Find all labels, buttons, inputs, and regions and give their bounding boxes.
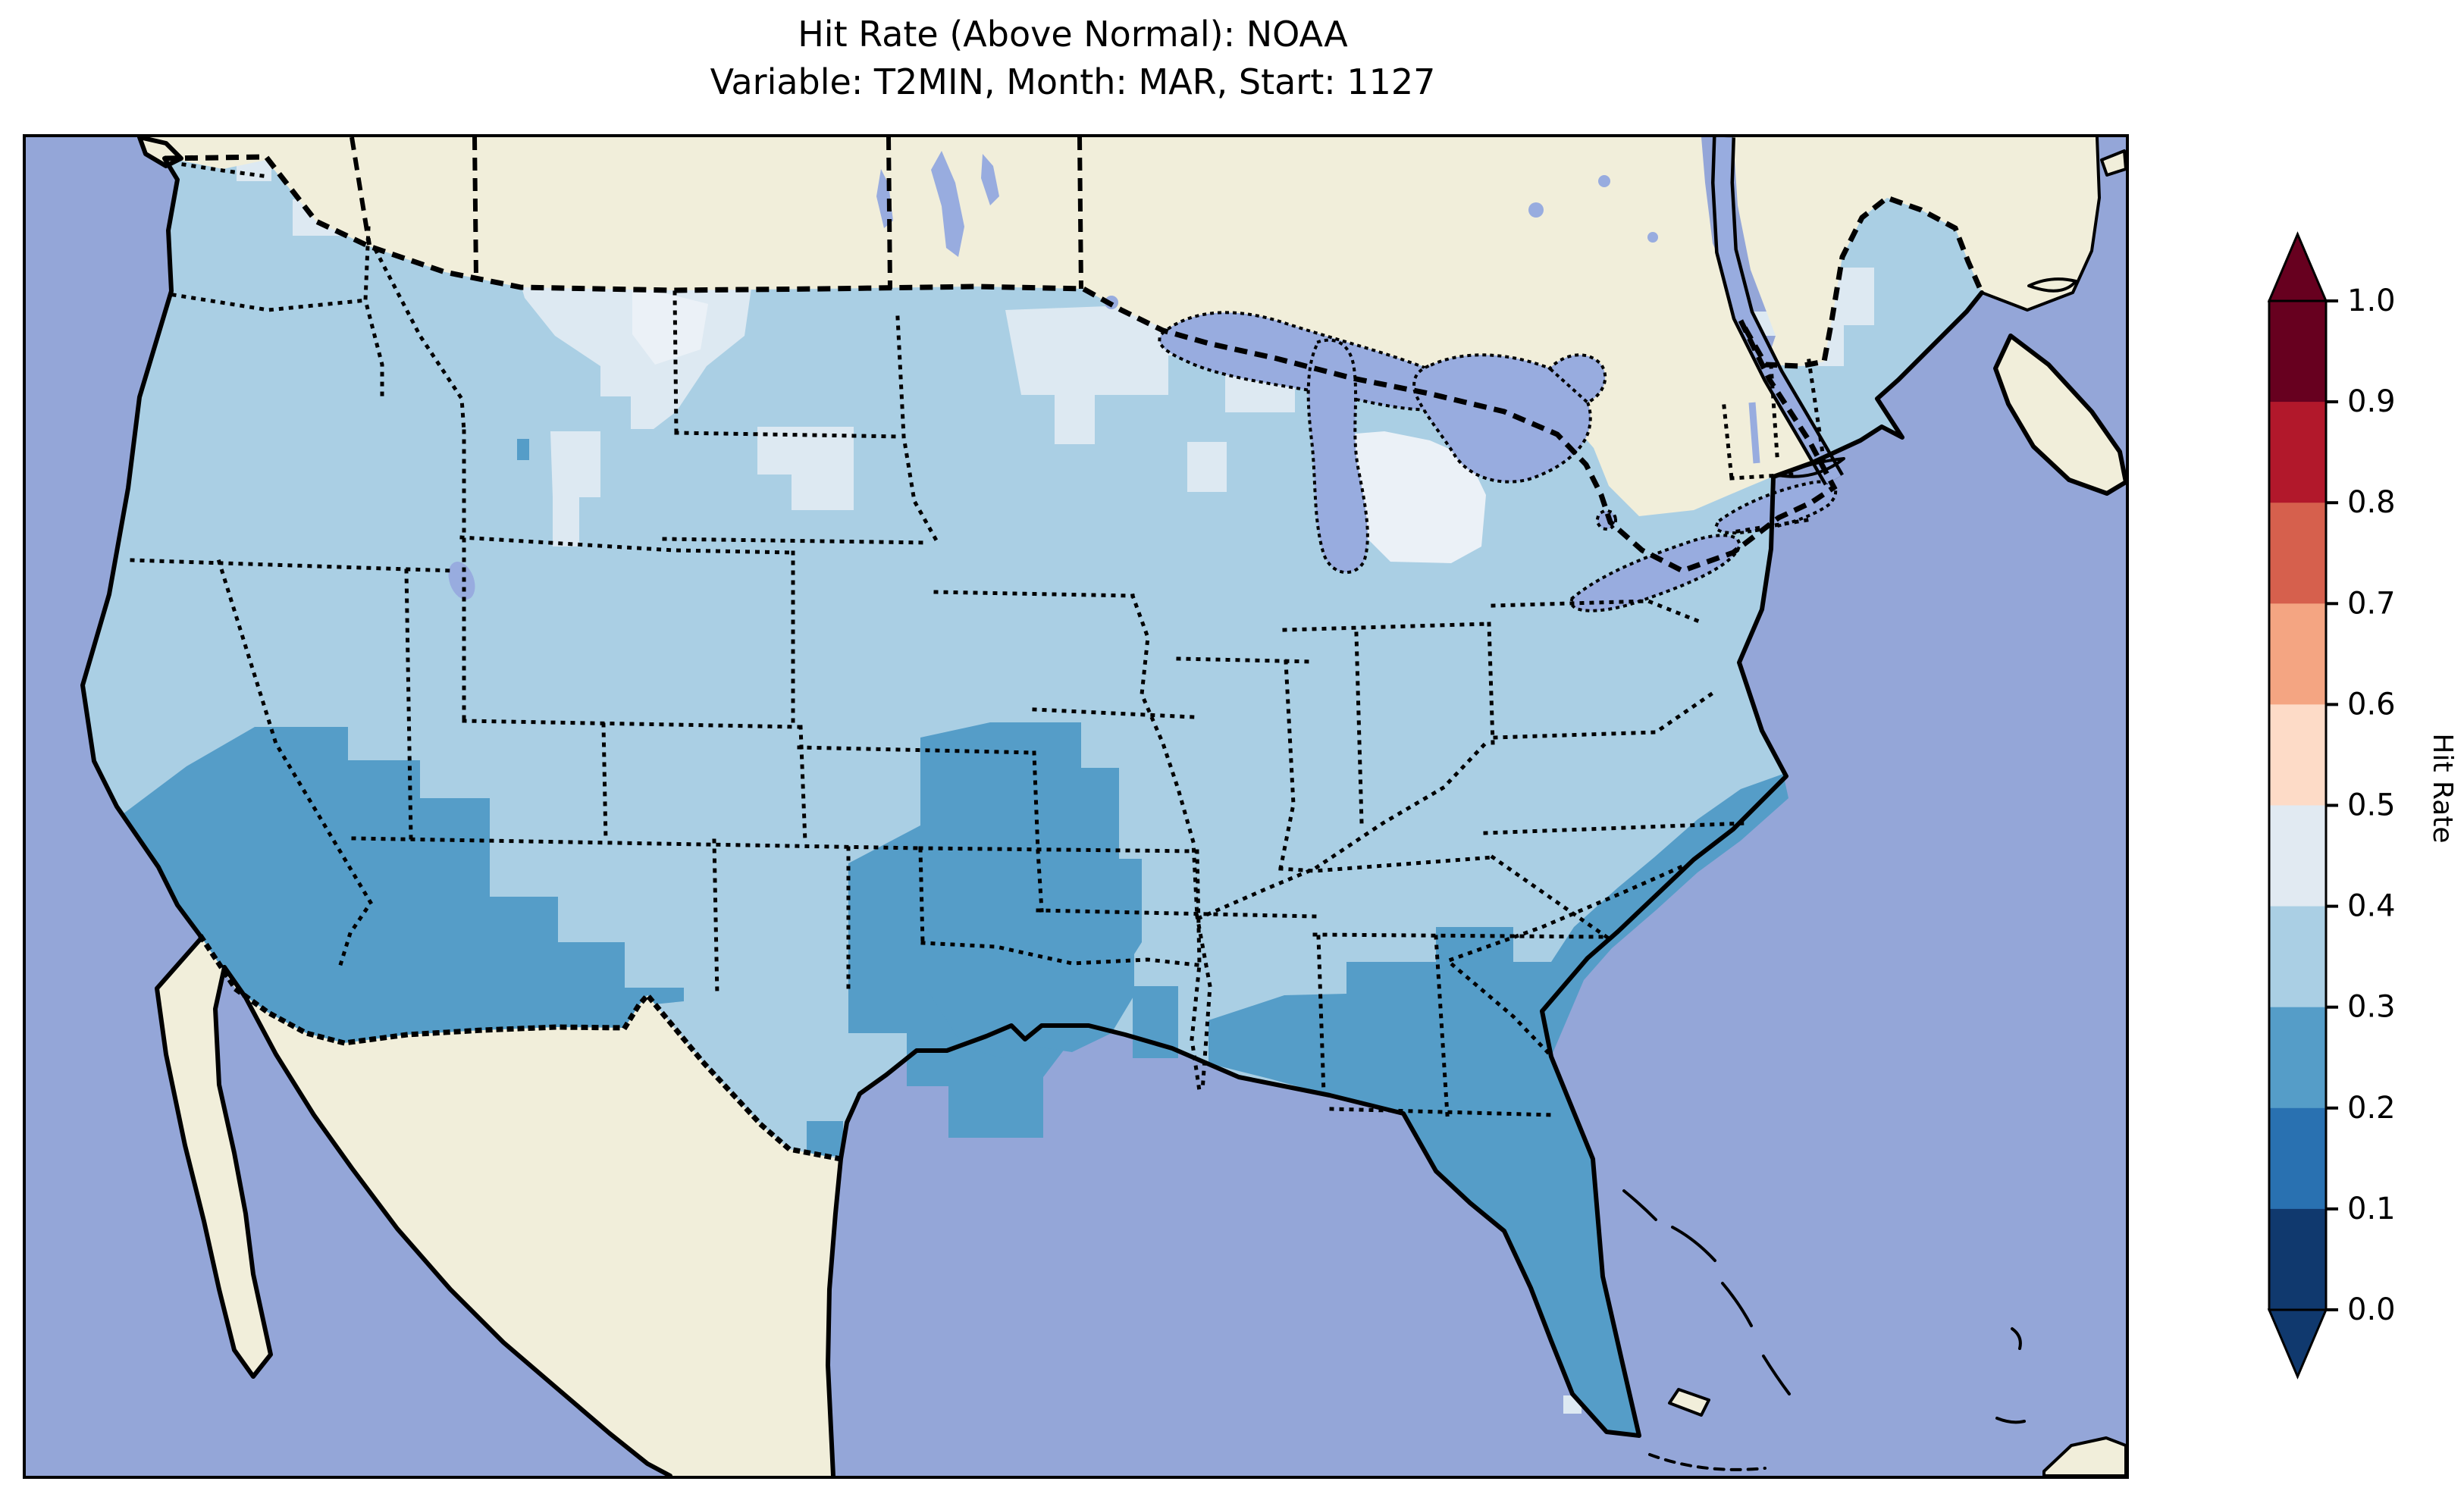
map-axes — [23, 134, 2129, 1479]
colorbar-tick-label: 0.8 — [2347, 485, 2396, 520]
figure: Hit Rate (Above Normal): NOAA Variable: … — [0, 0, 2464, 1494]
colorbar-segment — [2269, 806, 2326, 907]
colorbar-segment — [2269, 603, 2326, 705]
colorbar-tick-label: 0.7 — [2347, 586, 2396, 621]
colorbar-segment — [2269, 503, 2326, 604]
lake-st-clair — [1597, 511, 1616, 529]
lake-champlain — [1752, 402, 1757, 463]
colorbar-tick-label: 0.9 — [2347, 384, 2396, 419]
figure-title: Hit Rate (Above Normal): NOAA Variable: … — [710, 11, 1436, 107]
colorbar: 1.0 0.9 0.8 0.7 0.6 0.5 0.4 0.3 0.2 0.1 0.0 Hit Ra… — [2244, 212, 2464, 1395]
colorbar-tick-label: 1.0 — [2347, 283, 2396, 318]
colorbar-segment — [2269, 301, 2326, 402]
colorbar-tick-label: 0.2 — [2347, 1091, 2396, 1126]
colorbar-label: Hit Rate — [2427, 733, 2458, 843]
quebec-lake — [1647, 232, 1658, 243]
quebec-lake — [1598, 175, 1610, 187]
colorbar-segment — [2269, 1209, 2326, 1311]
colorbar-scale: 1.0 0.9 0.8 0.7 0.6 0.5 0.4 0.3 0.2 0.1 0.0 — [2269, 234, 2396, 1377]
colorbar-tick-label: 0.4 — [2347, 889, 2396, 924]
us-hit-rate-map — [26, 137, 2126, 1476]
colorbar-tick-label: 0.1 — [2347, 1192, 2396, 1226]
colorbar-tick-label: 0.3 — [2347, 990, 2396, 1025]
colorbar-tick-label: 0.0 — [2347, 1292, 2396, 1327]
colorbar-tick-label: 0.5 — [2347, 788, 2396, 823]
colorbar-segment — [2269, 907, 2326, 1008]
colorbar-segment — [2269, 704, 2326, 806]
colorbar-arrow-down — [2269, 1310, 2326, 1377]
colorbar-segment — [2269, 1007, 2326, 1109]
colorbar-segment — [2269, 402, 2326, 503]
colorbar-tick-label: 0.6 — [2347, 687, 2396, 722]
figure-title-line1: Hit Rate (Above Normal): NOAA — [710, 11, 1436, 58]
colorbar-segment — [2269, 1108, 2326, 1210]
quebec-lake — [1528, 202, 1544, 218]
colorbar-arrow-up — [2269, 234, 2326, 301]
figure-title-line2: Variable: T2MIN, Month: MAR, Start: 1127 — [710, 58, 1436, 106]
